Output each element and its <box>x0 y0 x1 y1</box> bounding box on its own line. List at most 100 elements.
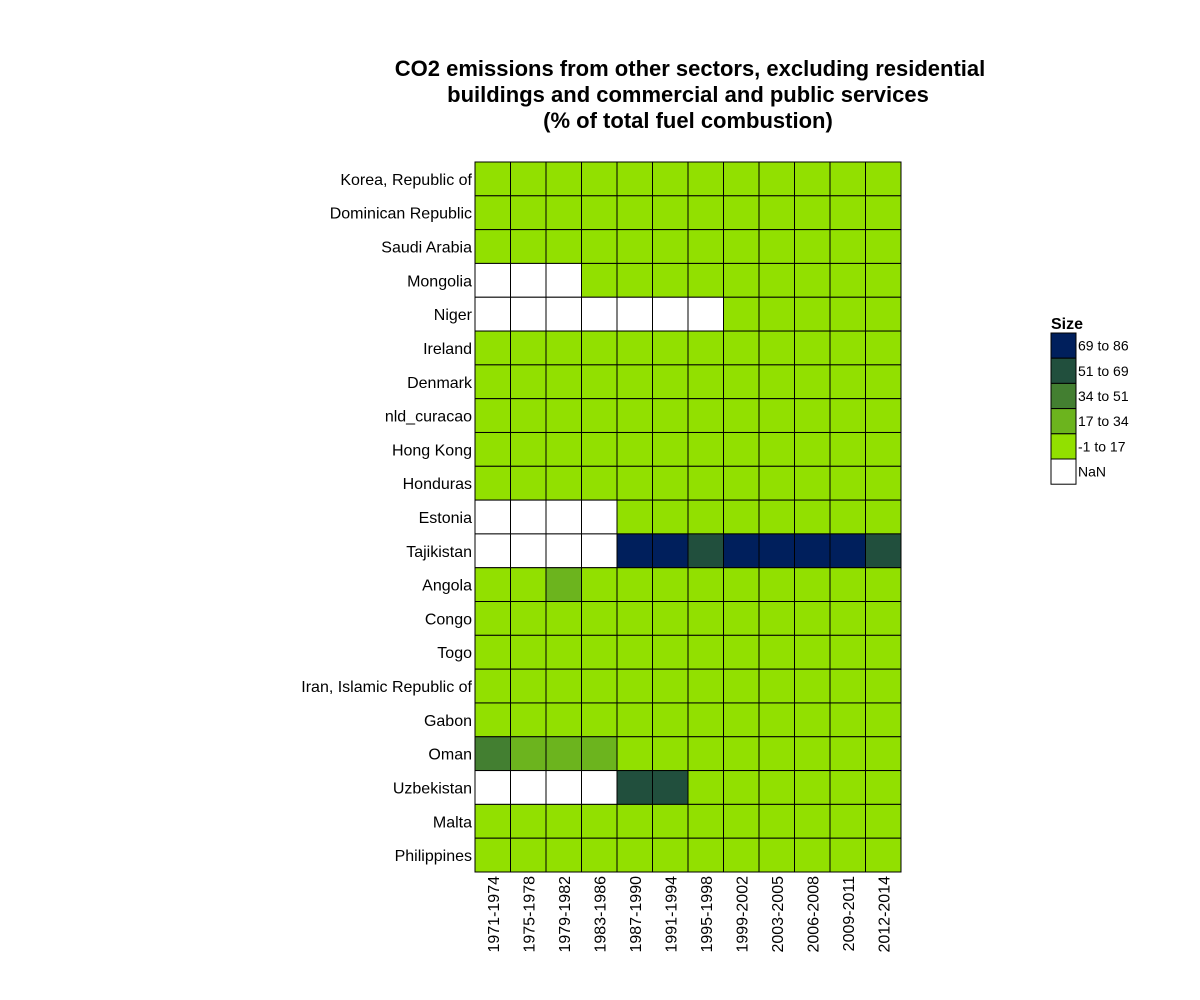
heatmap-cell <box>616 702 653 738</box>
heatmap-cell <box>687 770 724 805</box>
heatmap-cell <box>652 533 689 569</box>
heatmap-cell <box>794 330 831 366</box>
legend-items: 69 to 86 51 to 69 34 to 51 17 to 34 -1 to 17… <box>1050 332 1129 485</box>
legend-label: 69 to 86 <box>1078 338 1129 354</box>
row-label: Saudi Arabia <box>381 240 472 257</box>
row-label: Ireland <box>423 341 472 358</box>
heatmap-cell <box>794 668 831 704</box>
row-label: Togo <box>437 645 472 662</box>
heatmap-cell <box>723 499 760 535</box>
heatmap-cell <box>687 567 724 603</box>
heatmap-cell <box>865 634 902 670</box>
heatmap-cell <box>652 770 689 805</box>
heatmap-cell <box>545 161 582 197</box>
heatmap-cell <box>794 431 831 467</box>
heatmap-cell <box>510 364 547 400</box>
legend-swatch <box>1050 357 1077 384</box>
heatmap-cell <box>545 398 582 433</box>
row-label: Denmark <box>407 375 473 392</box>
heatmap-cell <box>829 601 866 636</box>
row-label: Congo <box>425 611 472 628</box>
heatmap-cell <box>545 364 582 400</box>
heatmap-cell <box>829 465 866 501</box>
heatmap-cell <box>794 296 831 332</box>
heatmap-cell <box>794 398 831 433</box>
heatmap-cell <box>474 262 511 298</box>
heatmap-cell <box>616 601 653 636</box>
heatmap-cell <box>829 837 866 873</box>
heatmap-cell <box>510 465 547 501</box>
heatmap-cell <box>829 262 866 298</box>
heatmap-cell <box>581 161 618 197</box>
heatmap-cell <box>545 601 582 636</box>
heatmap-cell <box>474 770 511 805</box>
heatmap-cell <box>758 398 795 433</box>
heatmap-cell <box>510 533 547 569</box>
heatmap-cell <box>510 296 547 332</box>
legend-swatch <box>1050 408 1077 435</box>
heatmap-cell <box>687 499 724 535</box>
heatmap-cell <box>545 702 582 738</box>
heatmap-cell <box>652 837 689 873</box>
heatmap-cell <box>474 702 511 738</box>
heatmap-cell <box>829 770 866 805</box>
heatmap-cell <box>829 736 866 772</box>
heatmap-cell <box>758 770 795 805</box>
heatmap-cell <box>723 195 760 231</box>
heatmap-cell <box>687 195 724 231</box>
heatmap-cell <box>687 262 724 298</box>
heatmap-cell <box>652 229 689 264</box>
heatmap-cell <box>865 398 902 433</box>
row-label: nld_curacao <box>385 409 472 426</box>
heatmap-cell <box>687 330 724 366</box>
heatmap-cell <box>510 499 547 535</box>
heatmap-cell <box>616 364 653 400</box>
heatmap-cell <box>652 262 689 298</box>
column-label: 2009-2011 <box>841 876 858 951</box>
legend-label: 34 to 51 <box>1078 388 1129 404</box>
heatmap-cell <box>545 837 582 873</box>
column-label: 1975-1978 <box>521 876 538 953</box>
heatmap-cells <box>474 161 902 873</box>
heatmap-cell <box>865 668 902 704</box>
heatmap-cell <box>865 229 902 264</box>
heatmap-cell <box>545 262 582 298</box>
heatmap-cell <box>545 736 582 772</box>
heatmap-cell <box>829 229 866 264</box>
heatmap-cell <box>794 770 831 805</box>
heatmap-cell <box>687 533 724 569</box>
heatmap-cell <box>794 229 831 264</box>
heatmap-cell <box>794 195 831 231</box>
heatmap-cell <box>474 465 511 501</box>
heatmap-cell <box>687 161 724 197</box>
legend-label: 17 to 34 <box>1078 413 1129 429</box>
chart-title-line-2: buildings and commercial and public serv… <box>447 82 929 107</box>
heatmap-cell <box>829 668 866 704</box>
heatmap-cell <box>581 837 618 873</box>
heatmap-cell <box>545 770 582 805</box>
heatmap-cell <box>545 567 582 603</box>
heatmap-cell <box>829 364 866 400</box>
heatmap-cell <box>510 398 547 433</box>
heatmap-cell <box>581 431 618 467</box>
heatmap-cell <box>723 364 760 400</box>
heatmap-cell <box>865 330 902 366</box>
heatmap-cell <box>545 465 582 501</box>
heatmap-cell <box>723 770 760 805</box>
heatmap-cell <box>723 736 760 772</box>
row-label: Malta <box>433 814 472 831</box>
heatmap-cell <box>581 465 618 501</box>
heatmap-cell <box>474 195 511 231</box>
heatmap-cell <box>652 702 689 738</box>
heatmap-cell <box>652 499 689 535</box>
heatmap-cell <box>581 195 618 231</box>
row-label: Honduras <box>403 476 472 493</box>
heatmap-cell <box>758 803 795 839</box>
heatmap-cell <box>758 431 795 467</box>
heatmap-cell <box>545 803 582 839</box>
row-label: Angola <box>422 578 472 595</box>
heatmap-cell <box>829 161 866 197</box>
heatmap-cell <box>545 296 582 332</box>
heatmap-cell <box>829 702 866 738</box>
legend-label: 51 to 69 <box>1078 363 1129 379</box>
